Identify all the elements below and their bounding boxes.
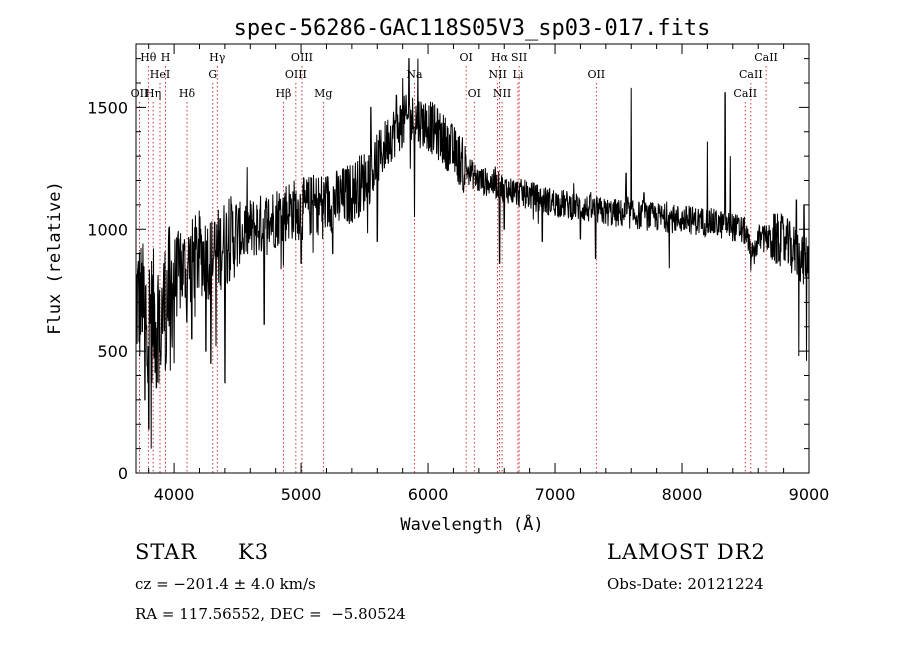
spectral-line-label: Hβ xyxy=(275,87,291,100)
spectrum-line xyxy=(135,58,810,449)
spectral-line-label: Hθ xyxy=(140,51,157,64)
spectrum-series xyxy=(135,58,810,449)
object-subclass: K3 xyxy=(238,540,270,564)
spectral-line-label: CaII xyxy=(754,51,778,64)
spectral-line-label: Hη xyxy=(145,87,161,100)
redshift-value: cz = −201.4 ± 4.0 km/s xyxy=(135,575,316,593)
spectral-line-label: OIII xyxy=(285,68,307,81)
spectral-line-label: OII xyxy=(131,87,149,100)
survey-name: LAMOST DR2 xyxy=(607,540,766,564)
spectral-line-label: Hα xyxy=(491,51,509,64)
spectral-line-label: Hγ xyxy=(209,51,226,64)
spectral-line-label: NII xyxy=(488,68,506,81)
spectral-line-label: OI xyxy=(459,51,472,64)
plot-frame xyxy=(135,43,810,474)
spectral-line-label: NII xyxy=(493,87,511,100)
spectral-line-label: Li xyxy=(513,68,524,81)
y-tick-label: 1000 xyxy=(87,220,128,239)
spectral-line-label: Na xyxy=(406,68,423,81)
spectral-line-label: Hδ xyxy=(179,87,196,100)
x-tick-label: 6000 xyxy=(408,485,449,504)
sky-coordinates: RA = 117.56552, DEC = −5.80524 xyxy=(135,605,406,623)
observation-date: Obs-Date: 20121224 xyxy=(607,575,764,593)
spectral-line-label: OIII xyxy=(291,51,313,64)
object-class: STAR xyxy=(135,540,198,564)
x-tick-label: 5000 xyxy=(281,485,322,504)
spectral-line-label: OII xyxy=(587,68,605,81)
spectral-line-label: G xyxy=(208,68,217,81)
x-tick-label: 7000 xyxy=(535,485,576,504)
spectral-line-label: HeI xyxy=(150,68,170,81)
spectral-line-label: Mg xyxy=(314,87,332,100)
x-axis: 4000 5000 6000 7000 8000 9000 xyxy=(148,44,830,504)
y-axis: 0 500 1000 1500 xyxy=(87,58,809,483)
y-tick-label: 0 xyxy=(118,464,128,483)
spectral-line-label: H xyxy=(161,51,171,64)
spectral-line-label: CaII xyxy=(733,87,757,100)
x-tick-label: 9000 xyxy=(789,485,830,504)
x-axis-label: Wavelength (Å) xyxy=(400,513,543,535)
spectral-line-label: OI xyxy=(468,87,481,100)
spectral-line-label: CaII xyxy=(739,68,763,81)
spectral-line-label: SII xyxy=(511,51,527,64)
x-tick-label: 8000 xyxy=(662,485,703,504)
x-tick-label: 4000 xyxy=(154,485,195,504)
y-tick-label: 500 xyxy=(97,342,128,361)
chart-title: spec-56286-GAC118S05V3_sp03-017.fits xyxy=(234,16,711,41)
y-tick-label: 1500 xyxy=(87,98,128,117)
y-axis-label: Flux (relative) xyxy=(45,181,65,335)
